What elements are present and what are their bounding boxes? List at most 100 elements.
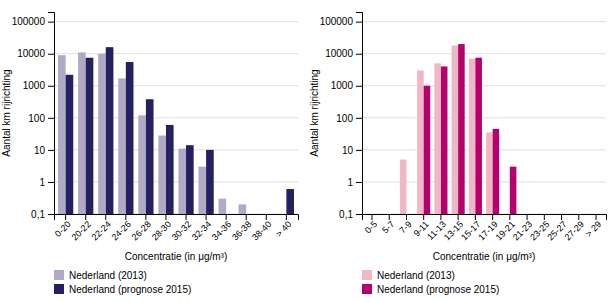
y-tick-mark <box>356 150 362 151</box>
y-tick-mark <box>356 86 362 87</box>
x-tick-label: 32-34 <box>190 219 213 242</box>
bar <box>475 58 482 214</box>
legend-swatch <box>362 284 372 294</box>
x-tick: > 40 <box>274 214 294 239</box>
x-tick: 26-28 <box>130 214 153 243</box>
y-tick-mark <box>48 182 54 183</box>
y-tick: 1000 <box>331 80 362 91</box>
bar <box>469 59 476 214</box>
legend-label: Nederland (2013) <box>69 270 147 281</box>
bar <box>198 167 206 214</box>
bar <box>510 167 517 214</box>
y-tick-mark <box>48 118 54 119</box>
bar <box>452 46 459 214</box>
y-tick-label: 10 <box>34 145 46 156</box>
figure: 0,1 1 10 100 1000 10000 100000 0-2020-2222-2424… <box>0 0 616 302</box>
y-tick-label: 100000 <box>12 16 46 27</box>
y-tick-label: 1 <box>347 177 353 188</box>
grid-line <box>362 53 606 54</box>
bar-series <box>58 52 246 214</box>
grid <box>54 22 298 214</box>
x-tick-label: 26-28 <box>130 219 153 242</box>
bar <box>493 129 500 214</box>
x-tick: 30-32 <box>170 214 193 243</box>
grid-line <box>54 53 298 54</box>
x-tick-label: 24-26 <box>110 219 133 242</box>
legend-swatch <box>362 270 372 280</box>
bar <box>417 70 424 214</box>
y-tick-mark <box>356 54 362 55</box>
x-axis-title: Concentratie (in μg/m³) <box>125 251 227 262</box>
bar <box>158 136 166 214</box>
x-tick: 38-40 <box>250 214 273 243</box>
y-axis: 0,1 1 10 100 1000 10000 100000 <box>12 13 55 220</box>
bar-series <box>66 47 294 214</box>
bar <box>286 189 294 214</box>
bar <box>400 160 407 214</box>
y-tick-mark <box>48 86 54 87</box>
x-axis: 0-2020-2222-2424-2626-2828-3030-3232-343… <box>53 214 299 243</box>
bar <box>66 75 74 214</box>
legend-swatch <box>54 270 64 280</box>
y-tick-label: 1000 <box>331 80 354 91</box>
bars <box>58 47 294 214</box>
x-tick-label: 27-29 <box>563 219 586 242</box>
x-tick: 32-34 <box>190 214 213 243</box>
y-tick-label: 100000 <box>320 16 354 27</box>
x-tick-label: 7-9 <box>397 219 413 235</box>
y-tick: 100000 <box>320 16 362 27</box>
panel: 0,11101001000100001000000-55-77-99-1111-… <box>309 13 607 295</box>
y-tick-mark <box>48 54 54 55</box>
y-tick: 10 <box>342 145 362 156</box>
y-tick: 100 <box>336 113 362 124</box>
y-axis-line <box>48 13 55 215</box>
y-tick-label: 100 <box>28 113 45 124</box>
y-tick-mark <box>48 150 54 151</box>
bar <box>434 63 441 214</box>
bars <box>400 44 516 214</box>
legend-item: Nederland (prognose 2015) <box>362 284 499 295</box>
grid-line <box>362 21 606 22</box>
y-tick-label: 1 <box>39 177 45 188</box>
legend-label: Nederland (2013) <box>377 270 455 281</box>
bar <box>86 58 94 214</box>
y-tick-label: 0,1 <box>31 209 45 220</box>
bar <box>106 47 114 214</box>
y-tick-mark <box>356 22 362 23</box>
x-tick: 0-5 <box>363 214 379 235</box>
x-tick: 36-38 <box>230 214 253 243</box>
y-tick: 1000 <box>23 80 54 91</box>
bar <box>206 150 214 214</box>
y-tick: 10 <box>34 145 54 156</box>
bar <box>138 115 146 214</box>
panel: 0,1 1 10 100 1000 10000 100000 0-2020-2222-2424… <box>1 13 299 295</box>
x-tick: 27-29 <box>563 214 586 243</box>
bar <box>58 55 66 214</box>
y-axis: 0,1 1 10 100 1000 10000 100000 <box>320 13 363 220</box>
x-tick-label: 20-22 <box>69 219 92 242</box>
y-tick: 10000 <box>325 48 362 59</box>
y-tick-label: 10000 <box>17 48 45 59</box>
x-tick-label: 30-32 <box>170 219 193 242</box>
x-tick: 5-7 <box>380 214 396 235</box>
x-tick-label: 28-30 <box>150 219 173 242</box>
y-tick-label: 0,1 <box>339 209 353 220</box>
y-axis-line <box>356 13 363 215</box>
y-tick-label: 100 <box>336 113 353 124</box>
y-tick-mark <box>356 214 362 215</box>
bar <box>126 62 134 214</box>
y-tick-mark <box>48 214 54 215</box>
grid-line <box>362 117 606 118</box>
x-tick: 20-22 <box>69 214 92 243</box>
bar <box>78 52 86 214</box>
legend-swatch <box>54 284 64 294</box>
legend: Nederland (2013)Nederland (prognose 2015… <box>54 270 191 295</box>
bar <box>98 54 106 214</box>
x-axis-line <box>55 215 299 221</box>
x-tick: 34-36 <box>210 214 233 243</box>
grid-line <box>362 149 606 150</box>
y-tick-mark <box>356 182 362 183</box>
bar <box>219 199 227 214</box>
x-tick-label: > 29 <box>584 219 604 239</box>
x-tick-label: 5-7 <box>380 219 396 235</box>
